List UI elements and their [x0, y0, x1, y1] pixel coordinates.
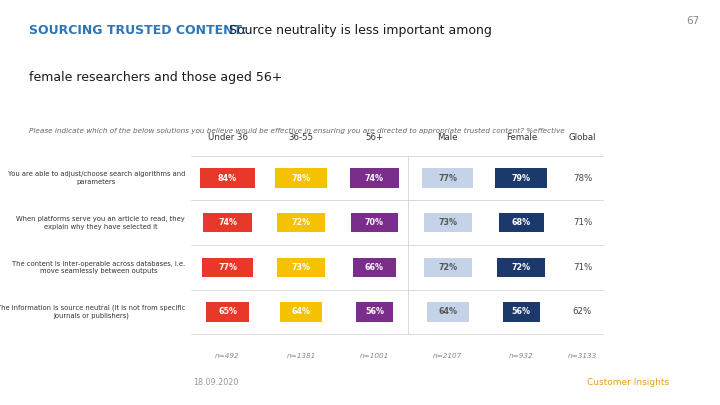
Text: 77%: 77%: [438, 174, 457, 183]
Text: Global: Global: [569, 133, 596, 142]
Text: 84%: 84%: [218, 174, 237, 183]
Text: 56%: 56%: [512, 307, 531, 316]
Text: Male: Male: [438, 133, 458, 142]
FancyBboxPatch shape: [276, 258, 325, 277]
FancyBboxPatch shape: [280, 302, 322, 322]
Text: n=1381: n=1381: [287, 354, 315, 359]
Text: 73%: 73%: [292, 263, 310, 272]
Text: 74%: 74%: [218, 218, 237, 227]
FancyBboxPatch shape: [199, 168, 256, 188]
FancyBboxPatch shape: [423, 213, 472, 232]
FancyBboxPatch shape: [427, 302, 469, 322]
Text: 71%: 71%: [573, 263, 592, 272]
Text: 72%: 72%: [512, 263, 531, 272]
FancyBboxPatch shape: [206, 302, 249, 322]
Text: 36-55: 36-55: [289, 133, 313, 142]
Text: 79%: 79%: [512, 174, 531, 183]
Text: 64%: 64%: [438, 307, 457, 316]
FancyBboxPatch shape: [499, 213, 544, 232]
FancyBboxPatch shape: [277, 213, 325, 232]
Text: 77%: 77%: [218, 263, 237, 272]
FancyBboxPatch shape: [203, 213, 252, 232]
Text: Please indicate which of the below solutions you believe would be effective in e: Please indicate which of the below solut…: [29, 128, 564, 134]
Text: n=3133: n=3133: [568, 354, 597, 359]
FancyBboxPatch shape: [351, 213, 397, 232]
Text: 71%: 71%: [573, 218, 592, 227]
Text: The content is inter-operable across databases, i.e.
move seamlessly between out: The content is inter-operable across dat…: [12, 260, 185, 274]
Text: 72%: 72%: [438, 263, 457, 272]
Text: 18.09.2020: 18.09.2020: [193, 378, 239, 387]
Text: 78%: 78%: [292, 174, 310, 183]
Text: 62%: 62%: [573, 307, 592, 316]
FancyBboxPatch shape: [424, 258, 472, 277]
Text: 74%: 74%: [365, 174, 384, 183]
Text: 56%: 56%: [365, 307, 384, 316]
Text: 65%: 65%: [218, 307, 237, 316]
Text: SOURCING TRUSTED CONTENT:: SOURCING TRUSTED CONTENT:: [29, 24, 246, 37]
Text: n=932: n=932: [509, 354, 534, 359]
FancyBboxPatch shape: [356, 302, 393, 322]
FancyBboxPatch shape: [423, 168, 473, 188]
FancyBboxPatch shape: [353, 258, 396, 277]
FancyBboxPatch shape: [498, 258, 545, 277]
Text: When platforms serve you an article to read, they
explain why they have selected: When platforms serve you an article to r…: [17, 216, 185, 230]
Text: 67: 67: [687, 16, 700, 26]
Text: n=1001: n=1001: [360, 354, 389, 359]
Text: 68%: 68%: [512, 218, 531, 227]
Text: The information is source neutral (it is not from specific
journals or publisher: The information is source neutral (it is…: [0, 305, 185, 319]
Text: You are able to adjust/choose search algorithms and
parameters: You are able to adjust/choose search alg…: [8, 171, 185, 185]
Text: 73%: 73%: [438, 218, 457, 227]
FancyBboxPatch shape: [275, 168, 327, 188]
Text: 66%: 66%: [365, 263, 384, 272]
Text: n=2107: n=2107: [433, 354, 462, 359]
Text: 56+: 56+: [365, 133, 384, 142]
Text: n=492: n=492: [215, 354, 240, 359]
Text: Under 36: Under 36: [207, 133, 248, 142]
FancyBboxPatch shape: [495, 168, 547, 188]
FancyBboxPatch shape: [202, 258, 253, 277]
Text: Customer Insights: Customer Insights: [588, 378, 670, 387]
Text: female researchers and those aged 56+: female researchers and those aged 56+: [29, 71, 282, 84]
Text: Source neutrality is less important among: Source neutrality is less important amon…: [225, 24, 492, 37]
FancyBboxPatch shape: [350, 168, 399, 188]
Text: 72%: 72%: [292, 218, 310, 227]
Text: 78%: 78%: [573, 174, 592, 183]
Text: Female: Female: [505, 133, 537, 142]
Text: 70%: 70%: [365, 218, 384, 227]
Text: 64%: 64%: [292, 307, 310, 316]
FancyBboxPatch shape: [503, 302, 540, 322]
